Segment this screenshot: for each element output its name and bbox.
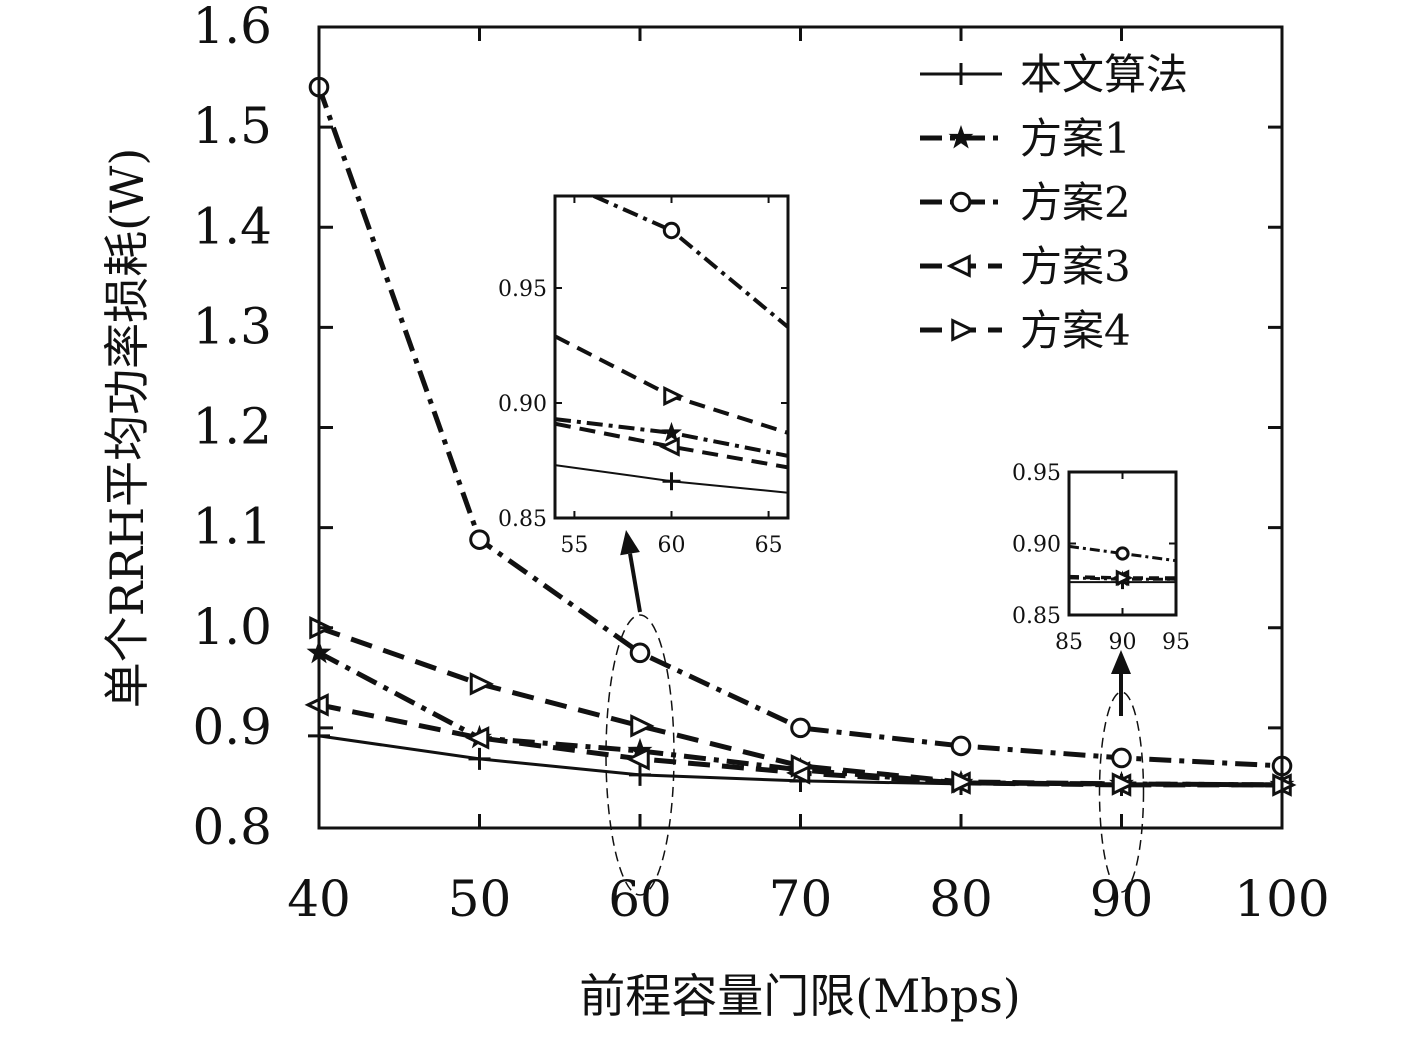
inset-data-point (663, 386, 684, 407)
data-point (950, 735, 972, 757)
x-tick-label: 70 (769, 870, 833, 928)
inset-y-tick-label: 0.95 (1012, 461, 1061, 486)
inset-data-point (1115, 569, 1133, 587)
inset-data-point (659, 436, 680, 457)
y-tick-label: 0.8 (192, 798, 272, 856)
inset-line (1069, 544, 1176, 563)
x-axis-title: 前程容量门限(Mbps) (579, 969, 1021, 1023)
data-point (465, 726, 490, 750)
data-point (629, 763, 651, 786)
inset-x-tick-label: 85 (1055, 630, 1083, 655)
zoom-inset-60: 0.85 0.90 0.95 55 60 65 (498, 194, 790, 558)
inset-line (555, 417, 788, 458)
inset-y-tick-label: 0.85 (1012, 604, 1061, 629)
legend-item-5: 方案4 (920, 306, 1131, 355)
data-point (629, 642, 651, 664)
inset-y-tick-label: 0.90 (1012, 533, 1061, 558)
legend-swatch-marker (950, 191, 972, 213)
zoom-arrow-head (1111, 650, 1131, 674)
legend-label: 方案2 (1020, 178, 1131, 227)
inset-series (555, 196, 788, 494)
inset-data-point (662, 472, 681, 491)
inset-background (1069, 472, 1176, 615)
main-plot (304, 76, 1297, 797)
legend-label: 本文算法 (1020, 50, 1188, 99)
y-tick-label: 1.1 (192, 498, 272, 556)
y-tick-label: 1.0 (192, 598, 272, 656)
series-3 (308, 76, 1293, 777)
data-point (469, 672, 494, 696)
inset-x-tick-label: 65 (755, 533, 783, 558)
data-point (1111, 747, 1132, 769)
inset-y-tick-label: 0.95 (498, 277, 547, 302)
legend-label: 方案4 (1020, 306, 1131, 355)
inset-data-point (1115, 546, 1130, 561)
y-axis-title: 单个RRH平均功率损耗(W) (100, 148, 154, 709)
inset-y-tick-label: 0.85 (498, 507, 547, 532)
inset-line (555, 421, 788, 470)
inset-x-tick-label: 55 (560, 533, 588, 558)
y-tick-label: 1.4 (192, 197, 272, 255)
data-point (790, 717, 811, 739)
inset-data-point (662, 221, 681, 240)
data-point (468, 747, 491, 770)
y-tick-label: 0.9 (192, 698, 272, 756)
x-tick-label: 50 (448, 870, 512, 928)
x-tick-label: 40 (287, 870, 351, 928)
inset-background (555, 196, 788, 518)
legend-swatch-marker (951, 318, 976, 342)
legend-label: 方案3 (1020, 242, 1131, 291)
x-tick-label: 100 (1234, 870, 1329, 928)
inset-x-tick-label: 90 (1109, 630, 1137, 655)
y-tick-label: 1.6 (192, 0, 272, 55)
x-tick-label: 80 (929, 870, 993, 928)
inset-data-point (661, 421, 682, 442)
x-tick-label: 90 (1090, 870, 1154, 928)
x-axis: 40 50 60 70 80 90 100 (287, 27, 1330, 928)
inset-x-tick-label: 60 (658, 533, 686, 558)
data-point (630, 714, 655, 738)
zoom-arrow-head (620, 530, 640, 556)
legend-label: 方案1 (1020, 114, 1131, 163)
data-point (1111, 772, 1136, 796)
legend-swatch-marker (946, 254, 971, 278)
inset-line (592, 196, 788, 329)
legend-item-1: 本文算法 (920, 50, 1188, 99)
inset-y-tick-label: 0.90 (498, 392, 547, 417)
legend-item-4: 方案3 (920, 242, 1131, 291)
data-point (625, 747, 650, 771)
legend-item-3: 方案2 (920, 178, 1131, 227)
x-tick-label: 60 (608, 870, 672, 928)
legend-item-2: 方案1 (920, 114, 1131, 163)
zoom-inset-90: 0.85 0.90 0.95 85 90 95 (1012, 461, 1190, 655)
zoom-callouts (605, 530, 1145, 896)
inset-series (1069, 544, 1176, 590)
y-tick-label: 1.5 (192, 97, 272, 155)
y-tick-label: 1.2 (192, 398, 272, 456)
data-point (469, 529, 490, 550)
inset-x-tick-label: 95 (1162, 630, 1190, 655)
legend-swatch-marker (948, 124, 974, 149)
legend-swatch-marker (950, 63, 972, 85)
y-tick-label: 1.3 (192, 297, 272, 355)
zoom-ellipse (1098, 691, 1145, 893)
zoom-arrow-shaft (628, 553, 642, 613)
zoom-ellipse (605, 614, 675, 896)
y-axis: 0.8 0.9 1.0 1.1 1.2 1.3 1.4 1.5 1.6 (192, 0, 1282, 856)
data-point (790, 754, 815, 778)
data-point (951, 770, 976, 794)
